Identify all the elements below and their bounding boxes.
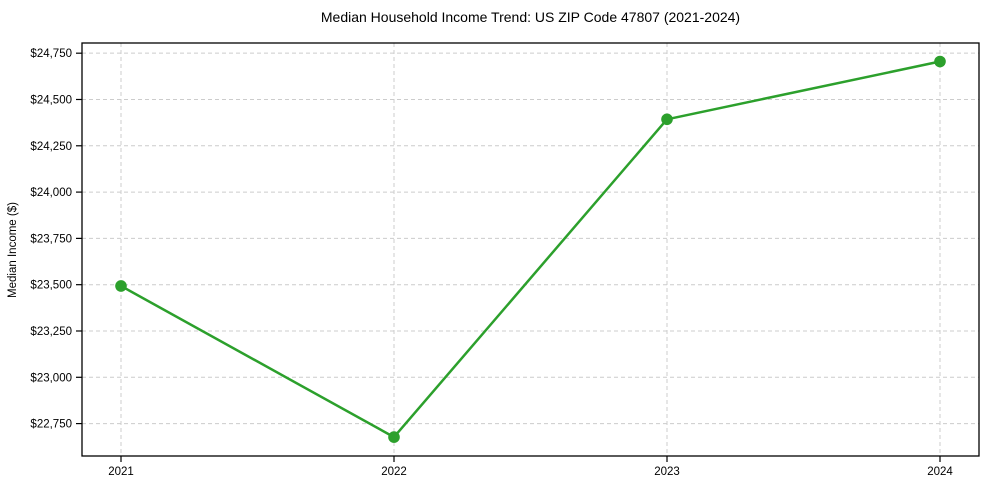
data-point-2023 (661, 113, 673, 126)
y-tick-label: $24,500 (30, 94, 72, 106)
data-point-2024 (934, 55, 946, 68)
data-point-2022 (388, 431, 400, 443)
data-point-2021 (115, 280, 127, 292)
x-tick-label: 2021 (108, 466, 134, 478)
y-tick-label: $24,000 (30, 187, 72, 199)
gridlines (82, 43, 979, 456)
x-tick-labels: 2021 2022 2023 2024 (108, 466, 953, 478)
x-tick-label: 2023 (654, 466, 680, 478)
axis-ticks (76, 52, 941, 462)
y-tick-label: $24,750 (30, 48, 72, 60)
y-tick-label: $24,250 (30, 141, 72, 153)
y-tick-label: $23,250 (30, 326, 72, 338)
x-tick-label: 2024 (927, 466, 953, 478)
x-tick-label: 2022 (381, 466, 407, 478)
trend-line (119, 60, 942, 439)
plot-border (81, 42, 980, 457)
chart-title: Median Household Income Trend: US ZIP Co… (320, 9, 741, 25)
y-tick-label: $22,750 (30, 419, 72, 431)
y-tick-label: $23,000 (30, 372, 72, 384)
y-tick-labels: $22,750 $23,000 $23,250 $23,500 $23,750 $24,0… (30, 48, 72, 430)
y-tick-label: $23,500 (30, 280, 72, 292)
y-tick-label: $23,750 (30, 233, 72, 245)
